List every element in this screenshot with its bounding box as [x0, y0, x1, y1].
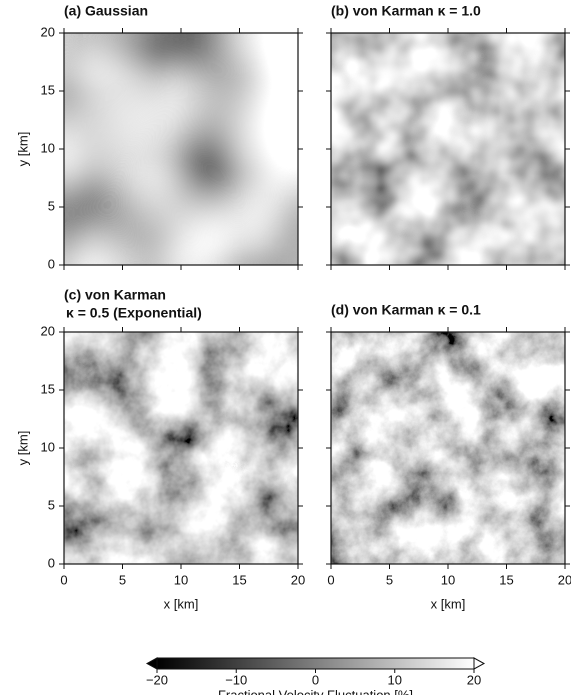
x-axis-label: x [km] [164, 596, 199, 611]
y-tick-label: 20 [41, 24, 55, 39]
x-tick-label: 5 [386, 572, 393, 587]
y-tick-label: 5 [48, 198, 55, 213]
x-tick-label: 10 [441, 572, 455, 587]
y-tick-label: 15 [41, 381, 55, 396]
y-tick-label: 5 [48, 497, 55, 512]
colorbar-tick-label: 10 [388, 672, 402, 687]
panel-title: (b) von Karman κ = 1.0 [331, 3, 481, 19]
panel-title: κ = 0.5 (Exponential) [66, 305, 202, 321]
y-tick-label: 0 [48, 256, 55, 271]
y-tick-label: 10 [41, 439, 55, 454]
field-image [64, 33, 298, 265]
y-axis-label: y [km] [15, 132, 30, 167]
y-tick-label: 20 [41, 323, 55, 338]
y-tick-label: 0 [48, 555, 55, 570]
colorbar-tick-label: −10 [225, 672, 247, 687]
x-tick-label: 0 [60, 572, 67, 587]
colorbar-extend-high [473, 657, 486, 670]
colorbar-tick-label: 0 [312, 672, 319, 687]
x-tick-label: 15 [232, 572, 246, 587]
x-tick-label: 0 [327, 572, 334, 587]
panel-title: (d) von Karman κ = 0.1 [331, 302, 481, 318]
panel-title: (a) Gaussian [64, 3, 148, 19]
x-tick-label: 20 [291, 572, 305, 587]
y-tick-label: 15 [41, 82, 55, 97]
x-tick-label: 10 [174, 572, 188, 587]
field-image [331, 33, 565, 265]
colorbar [156, 657, 475, 670]
x-tick-label: 5 [119, 572, 126, 587]
x-tick-label: 20 [558, 572, 571, 587]
colorbar-label: Fractional Velocity Fluctuation [%] [218, 687, 413, 695]
x-axis-label: x [km] [431, 596, 466, 611]
field-image [64, 332, 298, 564]
y-axis-label: y [km] [15, 431, 30, 466]
panel-title: (c) von Karman [64, 287, 166, 303]
colorbar-extend-low [145, 657, 158, 670]
y-tick-label: 10 [41, 140, 55, 155]
x-tick-label: 15 [499, 572, 513, 587]
field-image [331, 332, 565, 564]
colorbar-tick-label: 20 [467, 672, 481, 687]
colorbar-tick-label: −20 [146, 672, 168, 687]
